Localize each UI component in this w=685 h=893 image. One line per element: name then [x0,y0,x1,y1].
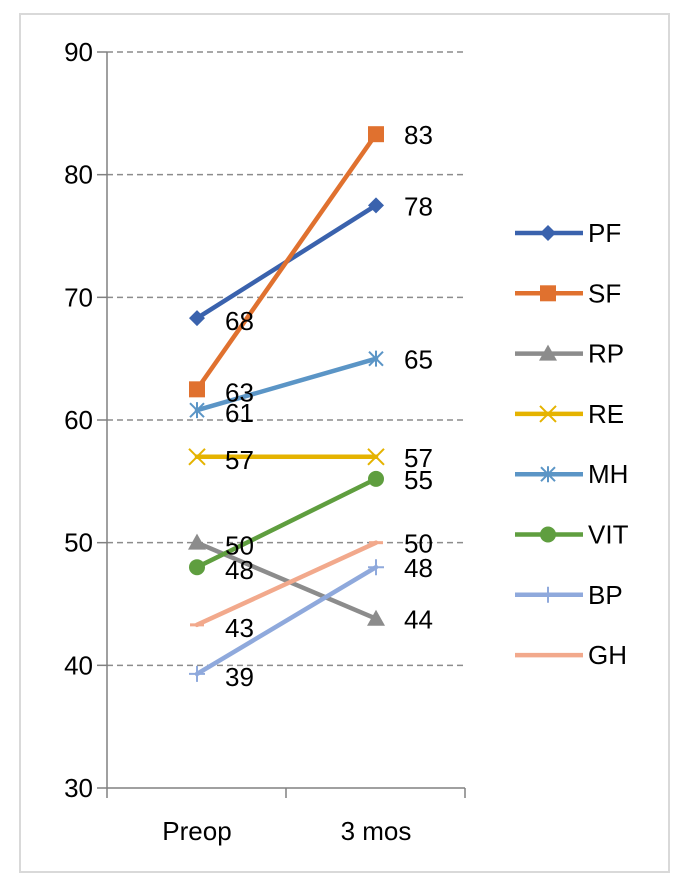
legend-item-bp: BP [515,580,623,610]
series-mh [189,350,384,419]
y-tick-label: 80 [64,160,93,190]
data-point-bp [189,665,205,682]
data-label-rp: 50 [225,531,254,561]
legend-item-sf: SF [515,278,621,308]
data-point-bp [368,559,384,576]
data-point-rp [188,533,206,550]
legend-item-vit: VIT [515,520,629,550]
series-rp [188,533,385,626]
legend-label-bp: BP [588,580,623,610]
series-vit [189,470,384,576]
series-gh [190,540,383,628]
y-tick-label: 90 [64,37,93,67]
data-point-sf [189,381,205,398]
legend-marker-rp [539,344,557,361]
y-tick-label: 70 [64,282,93,312]
legend-label-sf: SF [588,278,621,308]
data-label-gh: 43 [225,613,254,643]
data-label-pf: 68 [225,306,254,336]
legend-item-pf: PF [515,218,621,248]
legend-label-vit: VIT [588,520,629,550]
legend-label-gh: GH [588,640,627,670]
series-line-bp [194,564,379,677]
legend: PF SF RP RE MH VIT BP GH [515,218,629,670]
series-line-sf [194,131,379,392]
series-line-gh [194,540,379,628]
data-label-vit: 55 [404,465,433,495]
legend-item-gh: GH [515,640,627,670]
data-point-mh [368,350,384,367]
legend-item-rp: RP [515,339,624,369]
legend-item-re: RE [515,399,624,429]
data-label-mh: 65 [404,345,433,375]
legend-label-pf: PF [588,218,621,248]
data-label-vit: 48 [225,555,254,585]
data-point-vit [189,559,205,576]
data-label-pf: 78 [404,191,433,221]
legend-marker-pf [540,225,556,241]
legend-marker-vit [540,526,556,543]
data-label-sf: 63 [225,377,254,407]
data-point-sf [368,126,384,143]
legend-marker-mh [540,466,556,483]
data-point-pf [368,197,384,214]
data-label-re: 57 [404,443,433,473]
x-category-label: Preop [162,816,231,846]
data-label-bp: 48 [404,553,433,583]
y-tick-label: 50 [64,528,93,558]
data-point-re [188,448,206,466]
y-tick-label: 40 [64,650,93,680]
data-label-bp: 39 [225,662,254,692]
legend-label-mh: MH [588,459,628,489]
legend-label-re: RE [588,399,624,429]
data-point-pf [189,310,205,327]
axes: 30 40 50 60 70 80 90 Preop 3 mos [64,37,466,846]
data-label-rp: 44 [404,605,433,635]
chart-border [19,13,670,873]
data-point-rp [367,609,385,626]
legend-marker-re [539,405,557,423]
y-tick-label: 60 [64,405,93,435]
legend-label-rp: RP [588,339,624,369]
legend-marker-bp [540,586,556,603]
data-point-re [367,448,385,466]
series-bp [189,559,384,682]
series-re [188,448,385,466]
series [188,126,385,682]
legend-item-mh: MH [515,459,628,489]
data-label-sf: 83 [404,120,433,150]
x-category-label: 3 mos [341,816,412,846]
data-label-re: 57 [225,445,254,475]
data-label-gh: 50 [404,529,433,559]
series-line-rp [194,540,379,621]
series-sf [189,126,384,398]
data-point-vit [368,470,384,487]
legend-marker-sf [540,285,556,302]
y-tick-label: 30 [64,773,93,803]
series-line-mh [194,356,379,413]
series-line-vit [194,476,379,570]
data-labels: 68 78 63 83 50 44 57 57 61 65 48 55 39 48 43 50 [225,120,433,692]
data-point-mh [189,402,205,419]
data-label-mh: 61 [225,398,254,428]
